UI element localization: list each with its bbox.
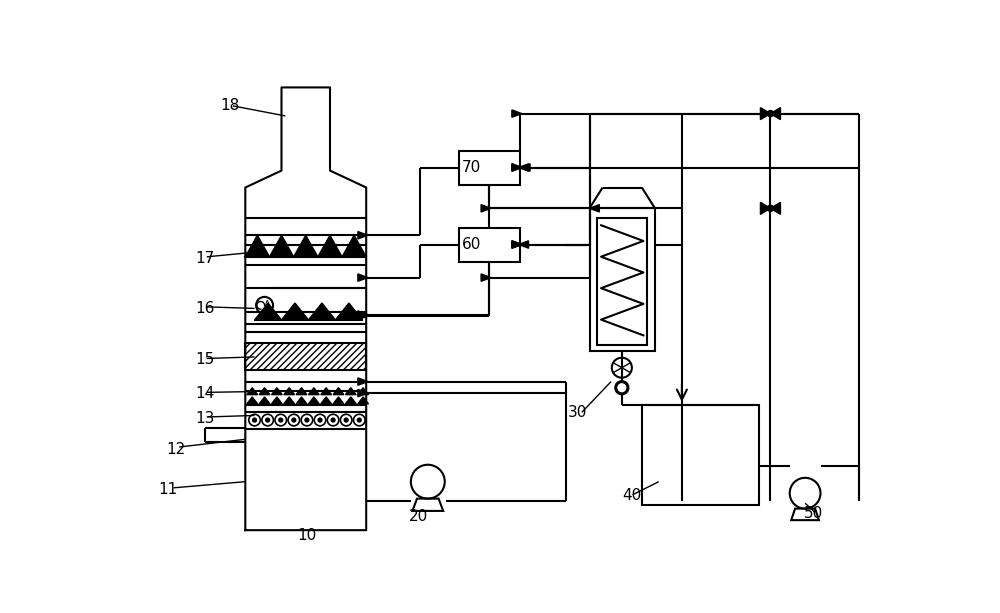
Polygon shape [358, 387, 369, 395]
Text: A: A [264, 300, 271, 310]
Polygon shape [760, 108, 770, 120]
Circle shape [767, 110, 774, 116]
Polygon shape [259, 397, 270, 404]
Polygon shape [255, 303, 282, 320]
Polygon shape [271, 397, 282, 404]
Polygon shape [342, 235, 366, 257]
Text: 12: 12 [166, 442, 185, 457]
Polygon shape [512, 241, 522, 248]
Polygon shape [512, 110, 522, 117]
Text: 20: 20 [409, 509, 428, 524]
Circle shape [253, 418, 256, 422]
Circle shape [344, 418, 348, 422]
Polygon shape [512, 241, 522, 248]
Text: 30: 30 [568, 405, 587, 420]
Polygon shape [345, 387, 356, 395]
Polygon shape [358, 378, 368, 385]
Polygon shape [333, 397, 344, 404]
Circle shape [767, 205, 774, 211]
Polygon shape [358, 397, 369, 404]
Polygon shape [481, 205, 491, 212]
Polygon shape [358, 232, 368, 239]
Polygon shape [269, 235, 294, 257]
Circle shape [318, 418, 322, 422]
Polygon shape [520, 164, 530, 171]
Polygon shape [294, 235, 318, 257]
Polygon shape [245, 235, 269, 257]
Text: 14: 14 [195, 386, 215, 401]
Text: 60: 60 [462, 237, 481, 252]
Circle shape [615, 381, 629, 395]
Bar [459, 227, 520, 262]
Text: 17: 17 [195, 251, 215, 266]
Bar [245, 343, 366, 370]
Polygon shape [296, 397, 307, 404]
Polygon shape [358, 311, 368, 318]
Circle shape [357, 418, 361, 422]
Circle shape [618, 384, 626, 392]
Bar [642, 405, 759, 504]
Text: 50: 50 [804, 506, 823, 522]
Polygon shape [358, 389, 368, 397]
Polygon shape [321, 397, 332, 404]
Polygon shape [318, 235, 342, 257]
Text: 16: 16 [195, 301, 215, 316]
Polygon shape [259, 387, 270, 395]
Polygon shape [282, 303, 308, 320]
Polygon shape [770, 108, 780, 120]
Polygon shape [247, 397, 258, 404]
Bar [597, 218, 647, 345]
Circle shape [305, 418, 309, 422]
Circle shape [266, 418, 270, 422]
Polygon shape [296, 387, 307, 395]
Text: 15: 15 [195, 352, 215, 368]
Polygon shape [308, 387, 319, 395]
Polygon shape [308, 303, 335, 320]
Polygon shape [284, 397, 295, 404]
Polygon shape [247, 387, 258, 395]
Circle shape [292, 418, 296, 422]
Polygon shape [770, 202, 780, 215]
Polygon shape [308, 397, 319, 404]
Polygon shape [321, 387, 332, 395]
Circle shape [279, 418, 283, 422]
Text: 18: 18 [220, 99, 239, 113]
Polygon shape [512, 164, 522, 171]
Polygon shape [284, 387, 295, 395]
Text: 40: 40 [623, 488, 642, 503]
Bar [590, 208, 655, 351]
Polygon shape [519, 164, 529, 171]
Polygon shape [760, 202, 770, 215]
Polygon shape [333, 387, 344, 395]
Text: 70: 70 [462, 160, 481, 175]
Polygon shape [590, 205, 599, 212]
Polygon shape [335, 303, 362, 320]
Polygon shape [512, 164, 522, 171]
Polygon shape [271, 387, 282, 395]
Polygon shape [481, 274, 491, 281]
Polygon shape [358, 274, 368, 281]
Polygon shape [345, 397, 356, 404]
Text: 13: 13 [195, 411, 215, 426]
Polygon shape [519, 241, 529, 248]
Circle shape [331, 418, 335, 422]
Bar [459, 151, 520, 185]
Text: 11: 11 [158, 482, 178, 497]
Text: 10: 10 [297, 528, 316, 543]
Polygon shape [358, 313, 368, 320]
